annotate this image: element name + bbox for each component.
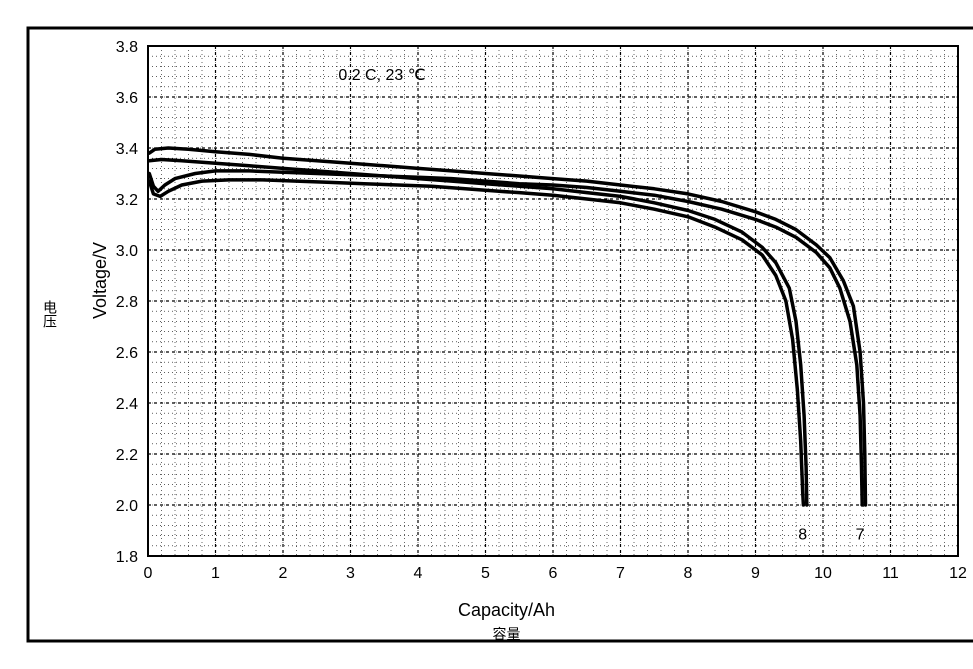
- series-curve8_outer: [149, 160, 807, 506]
- y-tick-label: 2.0: [116, 498, 138, 515]
- y-tick-label: 3.0: [116, 243, 138, 260]
- y-tick-label: 2.2: [116, 447, 138, 464]
- series-curve8_inner: [149, 180, 803, 505]
- x-tick-label: 9: [751, 565, 760, 582]
- series-curve7_outer: [149, 148, 865, 505]
- y-axis-label-cn: 电压: [40, 300, 60, 328]
- x-tick-label: 8: [684, 565, 693, 582]
- y-tick-label: 3.8: [116, 39, 138, 56]
- y-tick-label: 2.8: [116, 294, 138, 311]
- x-tick-label: 6: [549, 565, 558, 582]
- x-tick-label: 5: [481, 565, 490, 582]
- y-tick-label: 2.4: [116, 396, 138, 413]
- x-tick-label: 10: [814, 565, 832, 582]
- y-axis-label-en: Voltage/V: [90, 242, 111, 319]
- x-tick-label: 4: [414, 565, 423, 582]
- x-tick-label: 11: [882, 565, 899, 582]
- x-axis-label-en: Capacity/Ah: [458, 600, 555, 621]
- y-tick-label: 3.4: [116, 141, 138, 158]
- discharge-chart: 电压 Voltage/V 01234567891011121.82.02.22.…: [20, 20, 973, 649]
- y-tick-label: 3.6: [116, 90, 138, 107]
- y-tick-label: 3.2: [116, 192, 138, 209]
- x-tick-label: 0: [144, 565, 153, 582]
- y-tick-label: 2.6: [116, 345, 138, 362]
- series-label: 8: [798, 526, 807, 543]
- x-tick-label: 3: [346, 565, 355, 582]
- x-tick-label: 1: [211, 565, 220, 582]
- x-tick-label: 7: [616, 565, 625, 582]
- x-tick-label: 2: [279, 565, 288, 582]
- series-label: 7: [856, 526, 865, 543]
- y-tick-label: 1.8: [116, 549, 138, 566]
- chart-annotation: 0.2 C, 23 ℃: [338, 67, 425, 84]
- outer-border: [28, 28, 973, 641]
- x-tick-label: 12: [949, 565, 967, 582]
- x-axis-label-cn: 容量: [493, 624, 521, 644]
- chart-svg: 01234567891011121.82.02.22.42.62.83.03.2…: [20, 20, 973, 649]
